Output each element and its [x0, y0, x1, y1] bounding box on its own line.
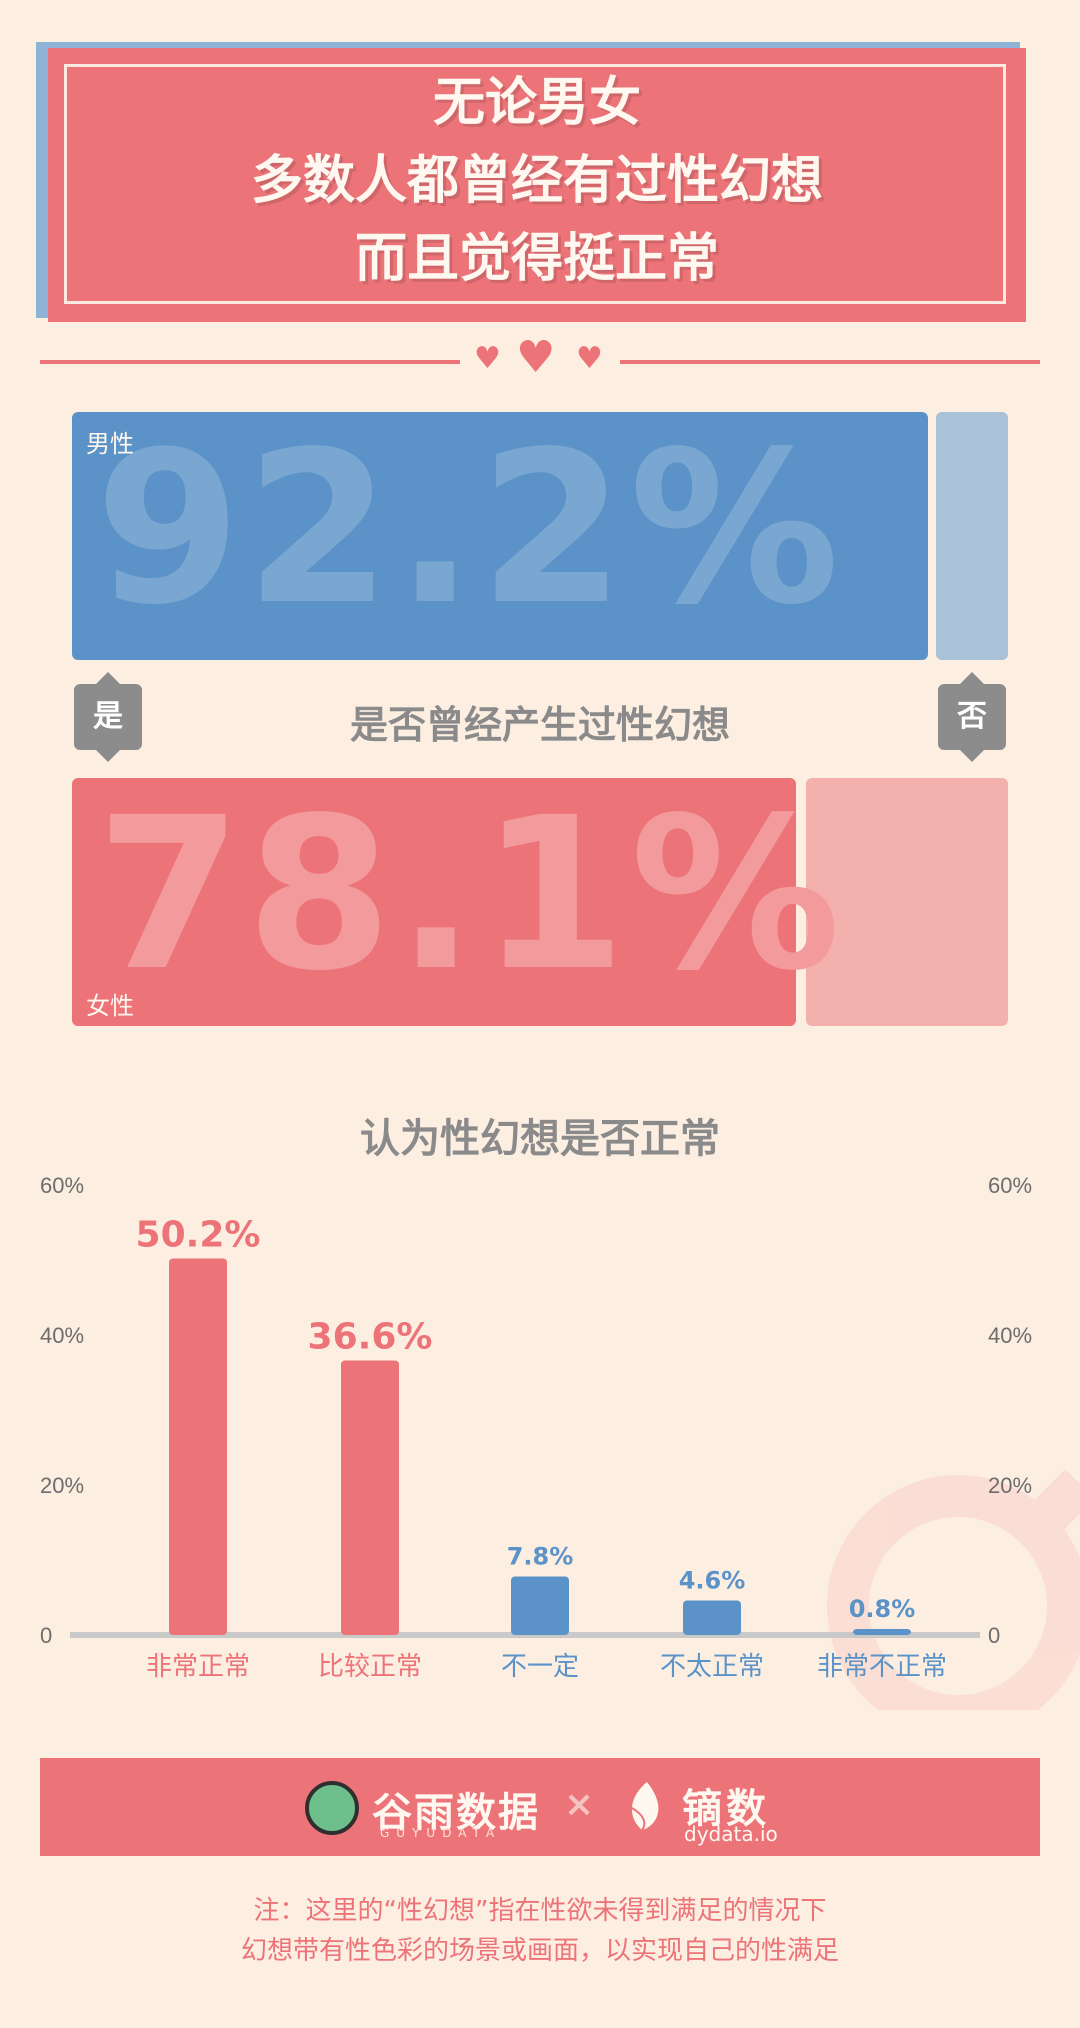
guyu-logo-icon: [305, 1781, 359, 1835]
heart-small-right-icon: ♥: [576, 341, 603, 376]
y-tick-left: 60%: [40, 1173, 84, 1198]
dydata-leaf-icon: [631, 1782, 659, 1831]
yes-arrow-down-icon: [96, 750, 120, 762]
female-percent: 78.1%: [96, 772, 845, 1017]
y-tick-right: 60%: [988, 1173, 1032, 1198]
yes-tag: 是: [74, 684, 142, 750]
category-label: 不一定: [501, 1652, 579, 1682]
logo-strip: [40, 1758, 1040, 1856]
title-line-3: 而且觉得挺正常: [354, 229, 719, 289]
y-tick-right: 40%: [988, 1323, 1032, 1348]
note-line-2: 幻想带有性色彩的场景或画面，以实现自己的性满足: [240, 1936, 839, 1966]
bar: [169, 1258, 227, 1635]
male-yes-bar: [72, 412, 928, 660]
divider-left: [40, 360, 460, 364]
data-label: 7.8%: [507, 1543, 574, 1571]
y-tick-right: 0: [988, 1623, 1000, 1648]
data-label: 50.2%: [136, 1215, 261, 1256]
no-tag: 否: [938, 684, 1006, 750]
female-yes-bar: [72, 778, 796, 1026]
male-label: 男性: [86, 430, 134, 458]
chart-title: 认为性幻想是否正常: [360, 1116, 720, 1162]
dydata-logo-name: 镝数: [682, 1786, 770, 1832]
male-percent: 92.2%: [95, 406, 844, 651]
heart-large-icon: ♥: [516, 332, 556, 383]
category-label: 不太正常: [660, 1652, 764, 1682]
yes-arrow-up-icon: [96, 672, 120, 684]
title-banner: [48, 48, 1026, 322]
title-line-1: 无论男女: [432, 73, 641, 133]
category-label: 非常不正常: [817, 1652, 947, 1682]
divider-right: [620, 360, 1040, 364]
logo-separator: ×: [564, 1784, 595, 1825]
fantasy-question: 是否曾经产生过性幻想: [349, 703, 730, 747]
data-label: 36.6%: [308, 1317, 433, 1358]
data-label: 4.6%: [679, 1567, 746, 1595]
guyu-logo-sub: GUYUDATA: [380, 1826, 502, 1840]
title-line-2: 多数人都曾经有过性幻想: [250, 151, 823, 211]
y-tick-left: 0: [40, 1623, 52, 1648]
no-arrow-down-icon: [960, 750, 984, 762]
page-title: 无论男女 多数人都曾经有过性幻想 而且觉得挺正常: [48, 64, 1026, 298]
note-line-1: 注：这里的“性幻想”指在性欲未得到满足的情况下: [253, 1896, 827, 1926]
female-label: 女性: [86, 992, 134, 1020]
bar: [683, 1600, 741, 1635]
category-label: 比较正常: [318, 1652, 422, 1682]
male-no-bar: [936, 412, 1008, 660]
female-no-bar: [806, 778, 1008, 1026]
normality-bar-chart: 0 0 20% 20% 40% 40% 60% 60% 50.2% 非常正常 36.6% 比较正常 7.…: [40, 1173, 1080, 1710]
heart-small-left-icon: ♥: [474, 341, 501, 376]
y-tick-right: 20%: [988, 1473, 1032, 1498]
bar: [341, 1360, 399, 1635]
y-tick-left: 20%: [40, 1473, 84, 1498]
guyu-logo-name: 谷雨数据: [372, 1790, 540, 1836]
data-label: 0.8%: [849, 1595, 916, 1623]
female-symbol-watermark-icon: [827, 1469, 1080, 1710]
category-label: 非常正常: [146, 1652, 250, 1682]
bar: [511, 1576, 569, 1635]
no-arrow-up-icon: [960, 672, 984, 684]
dydata-logo-sub: dydata.io: [684, 1822, 778, 1846]
y-tick-left: 40%: [40, 1323, 84, 1348]
bar: [853, 1629, 911, 1635]
banner-frame: [64, 64, 1006, 304]
